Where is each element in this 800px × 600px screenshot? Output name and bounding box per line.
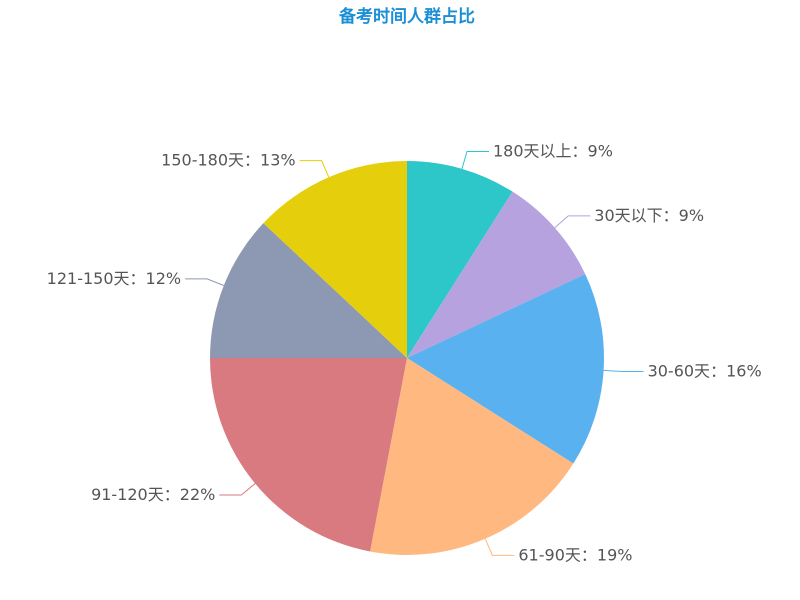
label-line	[554, 215, 591, 229]
label-separator: ：	[244, 150, 260, 169]
label-line	[461, 151, 489, 169]
slice-label: 61-90天：19%	[518, 545, 632, 564]
label-category: 180天以上	[493, 141, 572, 160]
label-line	[603, 369, 644, 372]
label-category: 121-150天	[47, 268, 130, 287]
label-separator: ：	[164, 485, 180, 504]
pie-slice	[370, 358, 574, 555]
label-category: 30-60天	[648, 361, 711, 380]
pie-slice	[210, 223, 407, 358]
label-category: 61-90天	[518, 545, 581, 564]
slice-label: 30-60天：16%	[648, 361, 762, 380]
slice-label: 180天以上：9%	[493, 141, 613, 160]
label-separator: ：	[663, 205, 679, 224]
pie-slice	[407, 191, 586, 358]
label-separator: ：	[581, 545, 597, 564]
slice-label: 121-150天：12%	[47, 268, 181, 287]
label-value: 12%	[146, 268, 182, 287]
label-value: 22%	[180, 485, 216, 504]
slice-label: 30天以下：9%	[594, 205, 704, 224]
label-line	[185, 278, 225, 286]
slice-label: 150-180天：13%	[161, 150, 295, 169]
pie-slice	[407, 161, 513, 358]
label-value: 19%	[597, 545, 633, 564]
label-line	[219, 483, 256, 496]
label-value: 16%	[726, 361, 762, 380]
pie-slice	[263, 161, 407, 358]
label-category: 30天以下	[594, 205, 662, 224]
label-value: 9%	[588, 141, 613, 160]
chart-title: 备考时间人群占比	[338, 6, 475, 27]
label-value: 13%	[260, 150, 296, 169]
label-separator: ：	[130, 268, 146, 287]
pie-slice	[209, 358, 407, 552]
label-line	[484, 538, 515, 556]
pie-slice	[407, 274, 604, 464]
label-separator: ：	[572, 141, 588, 160]
label-category: 150-180天	[161, 150, 244, 169]
label-category: 91-120天	[91, 485, 164, 504]
label-line	[299, 160, 330, 178]
label-separator: ：	[710, 361, 726, 380]
label-value: 9%	[679, 205, 704, 224]
slice-label: 91-120天：22%	[91, 485, 215, 504]
